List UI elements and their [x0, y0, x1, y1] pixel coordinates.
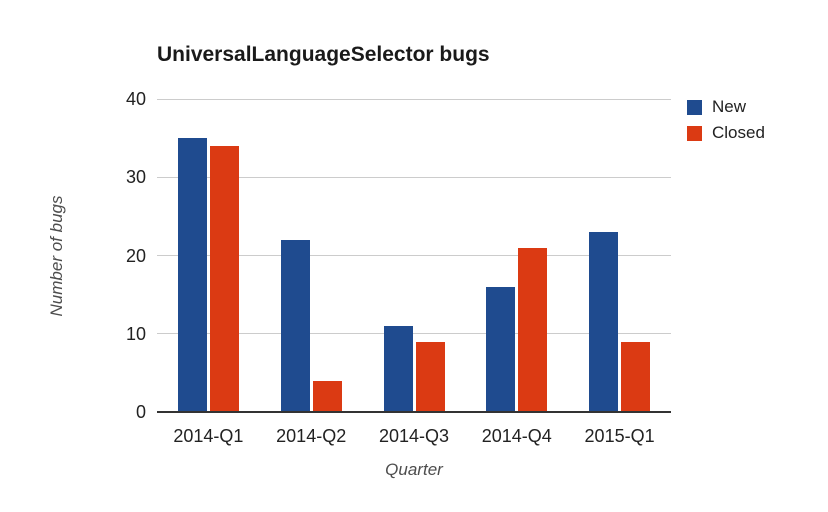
- legend: New Closed: [687, 97, 765, 142]
- gridline: [157, 98, 671, 100]
- legend-item-new: New: [687, 97, 765, 116]
- legend-swatch-new: [687, 99, 702, 115]
- x-tick-label: 2014-Q2: [276, 426, 347, 446]
- bar-new-2014-Q3[interactable]: [383, 325, 413, 412]
- x-axis-line: [157, 411, 671, 413]
- legend-swatch-closed: [687, 125, 702, 141]
- gridline: [157, 176, 671, 178]
- x-axis-title: Quarter: [385, 460, 443, 479]
- bar-new-2014-Q2[interactable]: [280, 239, 310, 412]
- y-tick-label: 40: [125, 89, 146, 109]
- y-tick-label: 30: [125, 167, 146, 188]
- bar-closed-2015-Q1[interactable]: [621, 341, 651, 412]
- x-tick-label: 2014-Q4: [481, 426, 552, 446]
- y-tick-label: 10: [125, 323, 146, 344]
- bar-new-2015-Q1[interactable]: [589, 232, 619, 412]
- bar-closed-2014-Q3[interactable]: [415, 341, 445, 412]
- y-tick-label: 20: [125, 245, 146, 266]
- x-tick-label: 2014-Q3: [378, 426, 450, 446]
- bar-new-2014-Q1[interactable]: [177, 138, 207, 412]
- x-tick-label: 2015-Q1: [584, 426, 655, 446]
- x-tick-label: 2014-Q1: [173, 426, 244, 446]
- legend-label-closed: Closed: [712, 123, 765, 142]
- legend-item-closed: Closed: [687, 123, 765, 142]
- bar-closed-2014-Q1[interactable]: [209, 145, 239, 412]
- chart-title: UniversalLanguageSelector bugs: [157, 43, 490, 66]
- bar-closed-2014-Q2[interactable]: [312, 380, 342, 412]
- bar-new-2014-Q4[interactable]: [486, 286, 516, 412]
- plot-area: 0 10 20 30 40 2014-Q1 2014-Q2 2014-Q3 2014-Q4 201…: [126, 90, 671, 446]
- y-axis-title: Number of bugs: [47, 195, 66, 317]
- bar-closed-2014-Q4[interactable]: [518, 247, 548, 412]
- gridline: [157, 255, 671, 256]
- y-tick-label: 0: [135, 402, 146, 422]
- gridline: [157, 333, 671, 335]
- legend-label-new: New: [712, 97, 747, 116]
